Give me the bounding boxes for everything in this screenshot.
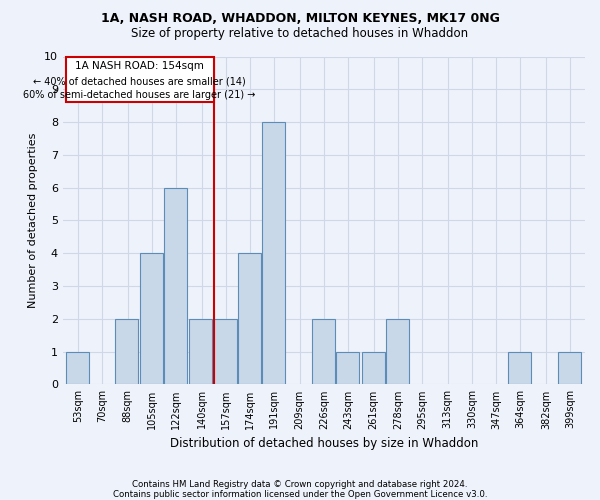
Bar xyxy=(336,352,359,384)
Text: Size of property relative to detached houses in Whaddon: Size of property relative to detached ho… xyxy=(131,28,469,40)
Text: 1A, NASH ROAD, WHADDON, MILTON KEYNES, MK17 0NG: 1A, NASH ROAD, WHADDON, MILTON KEYNES, M… xyxy=(101,12,499,26)
Bar xyxy=(312,319,335,384)
Bar xyxy=(508,352,531,384)
Bar xyxy=(190,319,212,384)
Bar xyxy=(362,352,385,384)
X-axis label: Distribution of detached houses by size in Whaddon: Distribution of detached houses by size … xyxy=(170,437,478,450)
Text: 1A NASH ROAD: 154sqm: 1A NASH ROAD: 154sqm xyxy=(75,62,204,72)
Text: Contains HM Land Registry data © Crown copyright and database right 2024.: Contains HM Land Registry data © Crown c… xyxy=(132,480,468,489)
Bar xyxy=(214,319,236,384)
Bar xyxy=(164,188,187,384)
FancyBboxPatch shape xyxy=(65,56,214,102)
Text: Contains public sector information licensed under the Open Government Licence v3: Contains public sector information licen… xyxy=(113,490,487,499)
Text: ← 40% of detached houses are smaller (14): ← 40% of detached houses are smaller (14… xyxy=(33,76,246,86)
Bar xyxy=(262,122,285,384)
Bar xyxy=(140,254,163,384)
Bar xyxy=(558,352,581,384)
Bar xyxy=(238,254,261,384)
Y-axis label: Number of detached properties: Number of detached properties xyxy=(28,133,38,308)
Bar xyxy=(386,319,409,384)
Text: 60% of semi-detached houses are larger (21) →: 60% of semi-detached houses are larger (… xyxy=(23,90,256,100)
Bar xyxy=(115,319,139,384)
Bar xyxy=(65,352,89,384)
